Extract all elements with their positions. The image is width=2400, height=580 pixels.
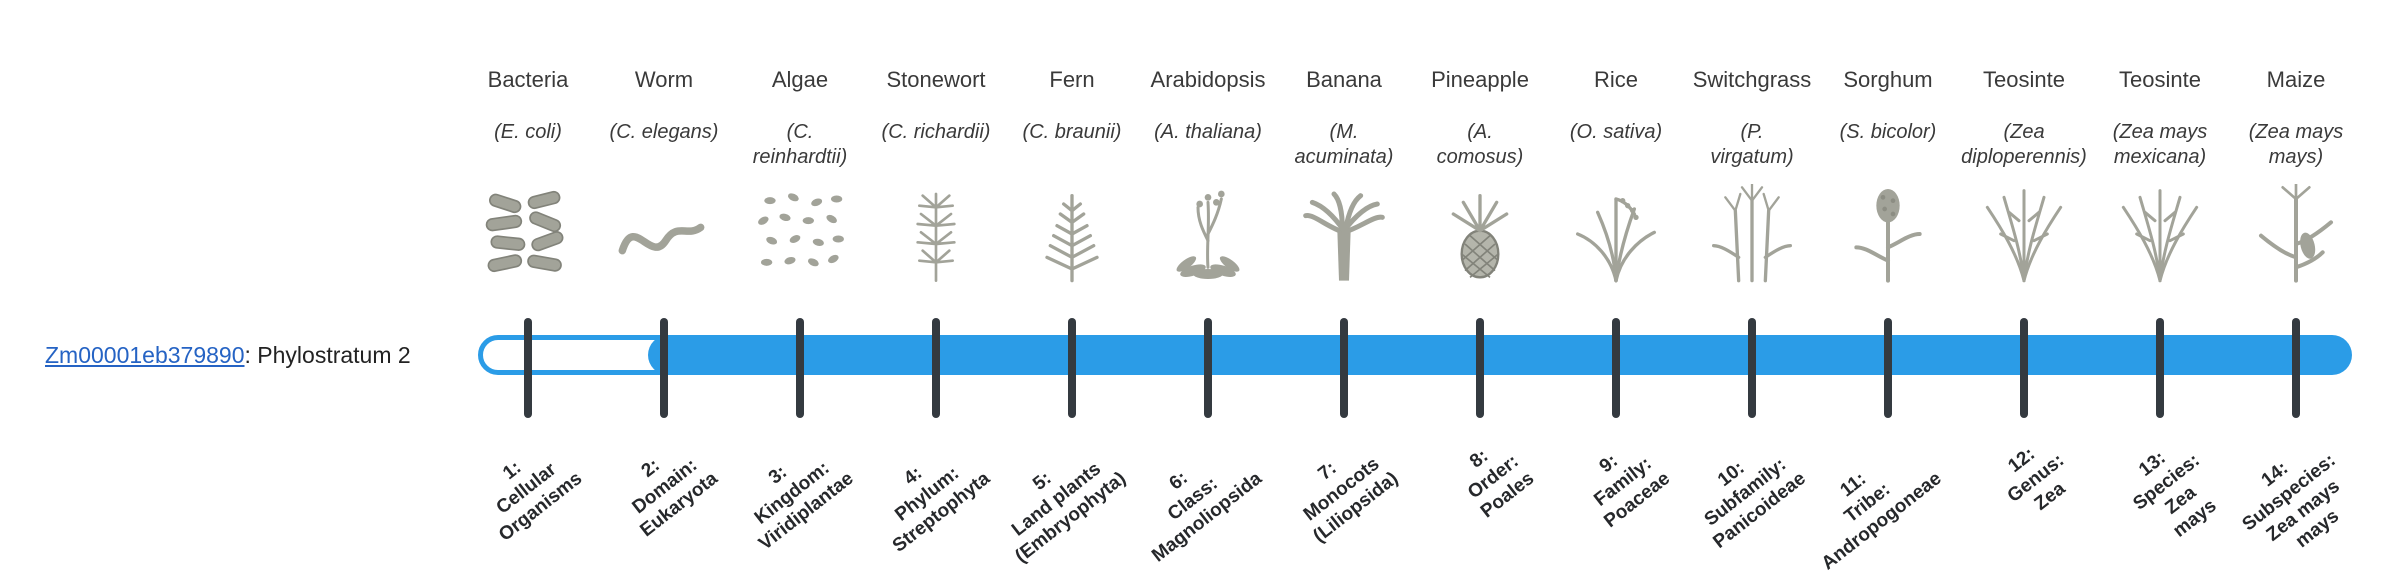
stratum-label: 4: Phylum: Streptophyta — [888, 462, 994, 557]
organism-scientific-name: (M. acuminata) — [1294, 121, 1394, 168]
stratum-label: 12: Genus: Zea — [2003, 443, 2069, 515]
organism-column: Rice (O. sativa) — [1531, 66, 1701, 306]
stratum-label: 3: Kingdom: Viridiplantae — [751, 457, 858, 555]
organism-scientific-name: (C. braunii) — [1022, 121, 1122, 143]
organism-common-name: Rice — [1593, 67, 1638, 92]
organism-column: Stonewort (C. richardii) — [851, 66, 1021, 306]
stratum-label: 13: Species: Zea mays — [2129, 447, 2221, 542]
organism-common-name: Switchgrass — [1692, 67, 1812, 92]
stratum-label: 9: Family: Poaceae — [1590, 450, 1674, 533]
arabidopsis-illustration — [1153, 170, 1263, 290]
fern-illustration — [1017, 170, 1127, 290]
organism-column: Worm (C. elegans) — [579, 66, 749, 306]
phylostratum-tick — [2020, 318, 2028, 418]
phylostratum-tick — [1612, 318, 1620, 418]
organism-common-name: Teosinte — [2119, 67, 2201, 92]
phylostratum-tick — [2156, 318, 2164, 418]
organism-column: Teosinte (Zea diploperennis) — [1939, 66, 2109, 306]
phylostratum-tick — [1476, 318, 1484, 418]
organism-scientific-name: (Zea diploperennis) — [1961, 121, 2087, 168]
maize-illustration — [2241, 170, 2351, 290]
organism-column: Fern (C. braunii) — [987, 66, 1157, 306]
organism-scientific-name: (E. coli) — [494, 121, 562, 143]
organism-common-name: Algae — [771, 67, 829, 92]
phylostratum-tick — [1340, 318, 1348, 418]
stratum-label: 14: Subspecies: Zea mays mays — [2238, 449, 2344, 553]
bar-filled-segment — [648, 335, 2352, 375]
organism-scientific-name: (C. elegans) — [609, 121, 719, 143]
phylostratum-tick — [1068, 318, 1076, 418]
organism-scientific-name: (O. sativa) — [1569, 121, 1663, 143]
organism-column: Sorghum (S. bicolor) — [1803, 66, 1973, 306]
organism-scientific-name: (C. richardii) — [881, 121, 991, 143]
stratum-label: 11: Tribe: Andropogoneae — [1818, 468, 1946, 575]
phylostratum-tick — [1204, 318, 1212, 418]
organism-common-name: Stonewort — [886, 67, 986, 92]
organism-column: Teosinte (Zea mays mexicana) — [2075, 66, 2245, 306]
organism-common-name: Bacteria — [487, 67, 569, 92]
pineapple-illustration — [1425, 170, 1535, 290]
bacteria-illustration — [473, 170, 583, 290]
phylostratum-tick — [660, 318, 668, 418]
phylostratum-bar — [478, 335, 2352, 375]
stonewort-illustration — [881, 170, 991, 290]
phylostratum-tick — [524, 318, 532, 418]
gene-row-label: Zm00001eb379890: Phylostratum 2 — [45, 342, 411, 368]
organism-common-name: Fern — [1049, 67, 1095, 92]
organism-column: Banana (M. acuminata) — [1259, 66, 1429, 306]
stratum-label: 10: Subfamily: Panicoideae — [1700, 454, 1810, 553]
phylostratum-tick — [1748, 318, 1756, 418]
organism-common-name: Banana — [1306, 67, 1382, 92]
organism-common-name: Worm — [634, 67, 694, 92]
phylostratum-tick — [2292, 318, 2300, 418]
organism-common-name: Sorghum — [1843, 67, 1933, 92]
switchgrass-illustration — [1697, 170, 1807, 290]
organism-scientific-name: (S. bicolor) — [1839, 121, 1937, 143]
organism-column: Arabidopsis (A. thaliana) — [1123, 66, 1293, 306]
gene-phylostratum-text: : Phylostratum 2 — [244, 342, 411, 368]
organism-common-name: Pineapple — [1431, 67, 1529, 92]
gene-link[interactable]: Zm00001eb379890 — [45, 342, 245, 368]
teosinte-illustration — [2105, 170, 2215, 290]
organism-scientific-name: (A. thaliana) — [1154, 121, 1262, 143]
teosinte-illustration — [1969, 170, 2079, 290]
banana-illustration — [1289, 170, 1399, 290]
organism-column: Maize (Zea mays mays) — [2211, 66, 2381, 306]
phylostratum-tick — [1884, 318, 1892, 418]
organism-scientific-name: (P. virgatum) — [1710, 121, 1794, 168]
organism-column: Bacteria (E. coli) — [443, 66, 613, 306]
stratum-label: 5: Land plants (Embryophyta) — [1007, 458, 1130, 568]
organism-common-name: Maize — [2266, 67, 2326, 92]
phylostratum-tick — [932, 318, 940, 418]
stratum-label: 2: Domain: Eukaryota — [628, 454, 722, 542]
stratum-label: 8: Order: Poales — [1463, 445, 1538, 523]
organism-column: Switchgrass (P. virgatum) — [1667, 66, 1837, 306]
stratum-label: 1: Cellular Organisms — [492, 457, 586, 546]
rice-illustration — [1561, 170, 1671, 290]
organism-column: Pineapple (A. comosus) — [1395, 66, 1565, 306]
organism-scientific-name: (A. comosus) — [1436, 121, 1524, 168]
organism-scientific-name: (C. reinhardtii) — [752, 121, 848, 168]
organism-scientific-name: (Zea mays mexicana) — [2112, 121, 2208, 168]
organism-common-name: Arabidopsis — [1150, 67, 1266, 92]
sorghum-illustration — [1833, 170, 1943, 290]
organism-column: Algae (C. reinhardtii) — [715, 66, 885, 306]
worm-illustration — [609, 170, 719, 290]
phylostratum-tick — [796, 318, 804, 418]
organism-scientific-name: (Zea mays mays) — [2248, 121, 2344, 168]
algae-illustration — [745, 170, 855, 290]
organism-common-name: Teosinte — [1983, 67, 2065, 92]
stratum-label: 7: Monocots (Liliopsida) — [1299, 453, 1402, 547]
stratum-label: 6: Class: Magnoliopsida — [1148, 467, 1266, 567]
